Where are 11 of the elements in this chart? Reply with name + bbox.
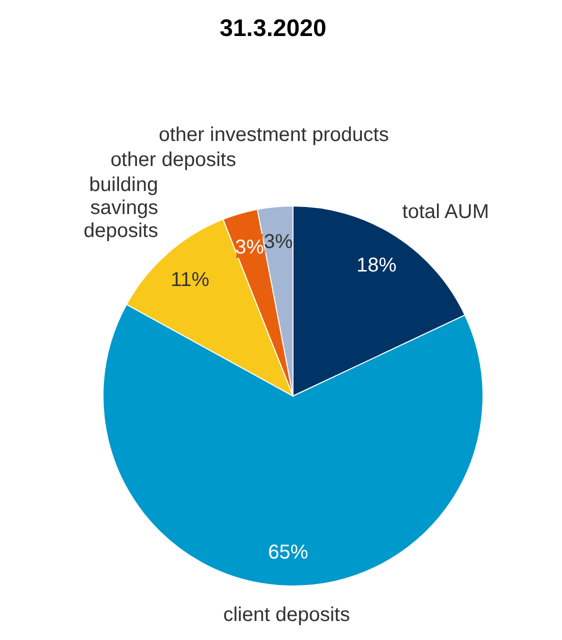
slice-label: other deposits bbox=[110, 148, 236, 171]
data-label: 65% bbox=[268, 542, 308, 564]
slice-label: client deposits bbox=[223, 604, 350, 626]
data-label: 11% bbox=[170, 269, 210, 292]
slice-label: building savings deposits bbox=[84, 174, 158, 242]
slice-label: total AUM bbox=[402, 200, 490, 223]
chart-title: 31.3.2020 bbox=[220, 15, 326, 42]
data-label: 18% bbox=[356, 254, 397, 276]
data-label: 3% bbox=[235, 236, 264, 258]
slice-label: other investment products bbox=[158, 124, 389, 146]
data-label: 3% bbox=[264, 230, 294, 253]
